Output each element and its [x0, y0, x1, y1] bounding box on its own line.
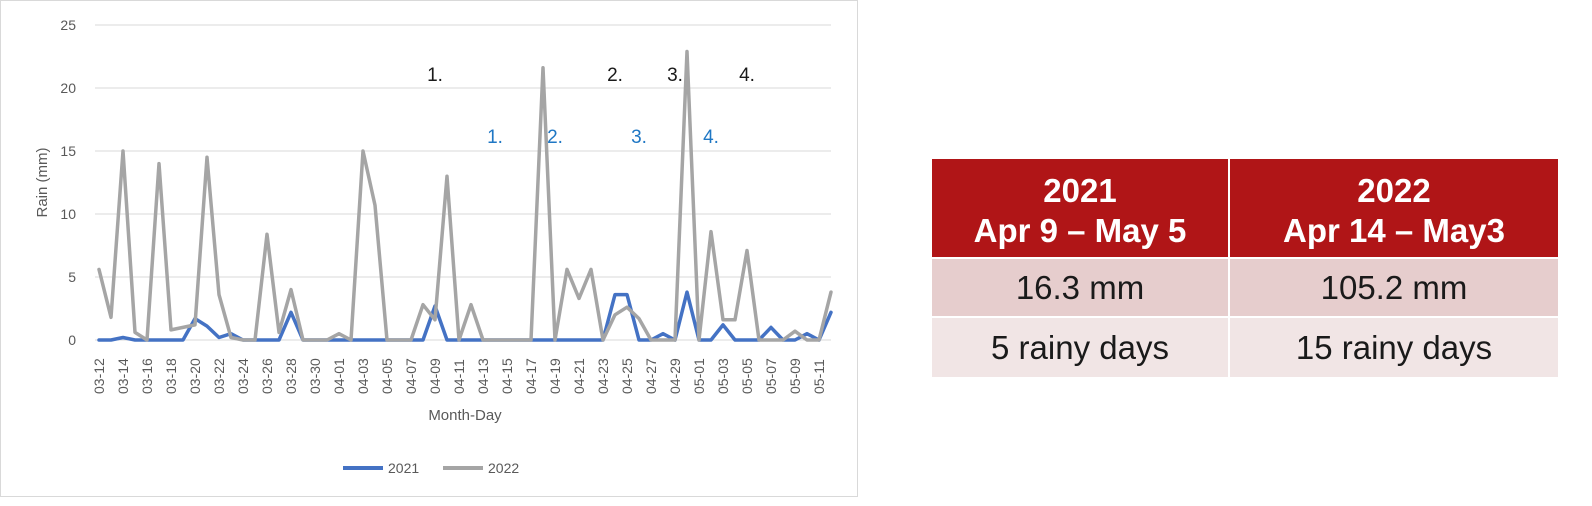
- x-tick-label: 03-22: [211, 358, 227, 394]
- x-tick-label: 04-11: [451, 359, 467, 394]
- legend-label: 2022: [488, 460, 519, 476]
- y-tick-label: 10: [60, 206, 76, 222]
- x-tick-label: 03-28: [283, 358, 299, 394]
- x-tick-label: 05-03: [715, 358, 731, 394]
- header-year: 2021: [1043, 172, 1117, 209]
- x-tick-label: 05-05: [739, 358, 755, 394]
- y-tick-label: 5: [68, 269, 76, 285]
- y-tick-label: 0: [68, 332, 76, 348]
- x-tick-label: 04-09: [427, 358, 443, 394]
- x-tick-label: 04-25: [619, 358, 635, 394]
- x-tick-label: 04-29: [667, 358, 683, 394]
- x-tick-label: 03-14: [115, 358, 131, 394]
- annotation-2022: 1.: [427, 65, 443, 86]
- x-tick-label: 04-01: [331, 358, 347, 394]
- x-tick-label: 05-07: [763, 358, 779, 394]
- x-tick-label: 04-13: [475, 358, 491, 394]
- annotation-2021: 2.: [547, 127, 563, 148]
- header-2021: 2021 Apr 9 – May 5: [930, 157, 1230, 259]
- x-tick-label: 03-30: [307, 358, 323, 394]
- y-tick-label: 15: [60, 143, 76, 159]
- x-tick-label: 03-20: [187, 358, 203, 394]
- annotation-2022: 3.: [667, 65, 683, 86]
- x-tick-label: 04-27: [643, 358, 659, 394]
- y-tick-label: 20: [60, 80, 76, 96]
- annotation-2022: 4.: [739, 65, 755, 86]
- cell-2021-days: 5 rainy days: [930, 316, 1230, 379]
- x-tick-label: 04-15: [499, 358, 515, 394]
- table-row-total-rain: 16.3 mm 105.2 mm: [930, 257, 1560, 318]
- table-header-row: 2021 Apr 9 – May 5 2022 Apr 14 – May3: [930, 157, 1560, 259]
- x-tick-label: 04-17: [523, 358, 539, 394]
- cell-2022-days: 15 rainy days: [1228, 316, 1560, 379]
- x-tick-label: 03-18: [163, 358, 179, 394]
- x-tick-label: 05-01: [691, 358, 707, 394]
- y-axis-title: Rain (mm): [34, 147, 51, 217]
- header-2022: 2022 Apr 14 – May3: [1228, 157, 1560, 259]
- x-tick-label: 04-03: [355, 358, 371, 394]
- header-year: 2022: [1357, 172, 1431, 209]
- x-tick-label: 05-09: [787, 358, 803, 394]
- x-axis-title: Month-Day: [428, 407, 502, 424]
- legend-label: 2021: [388, 460, 419, 476]
- annotation-2021: 3.: [631, 127, 647, 148]
- x-tick-label: 04-21: [571, 358, 587, 394]
- rain-chart-panel: 0 5 10 15 20 25 03-12 03-14 03-16 03-18 03-20 03-22…: [0, 0, 858, 497]
- y-tick-label: 25: [60, 17, 76, 33]
- cell-2021-total: 16.3 mm: [930, 257, 1230, 318]
- rain-line-chart: 0 5 10 15 20 25 03-12 03-14 03-16 03-18 03-20 03-22…: [34, 17, 833, 476]
- x-tick-label: 03-26: [259, 358, 275, 394]
- header-range: Apr 14 – May3: [1283, 212, 1505, 249]
- annotation-2021: 1.: [487, 127, 503, 148]
- x-tick-label: 03-12: [91, 358, 107, 394]
- x-tick-label: 04-07: [403, 358, 419, 394]
- header-range: Apr 9 – May 5: [973, 212, 1187, 249]
- rain-summary-table: 2021 Apr 9 – May 5 2022 Apr 14 – May3 16…: [930, 157, 1560, 379]
- x-tick-label: 04-23: [595, 358, 611, 394]
- x-tick-label: 04-19: [547, 358, 563, 394]
- cell-2022-total: 105.2 mm: [1228, 257, 1560, 318]
- x-tick-label: 03-24: [235, 358, 251, 394]
- annotation-2022: 2.: [607, 65, 623, 86]
- annotation-2021: 4.: [703, 127, 719, 148]
- series-line-2021: [97, 290, 833, 342]
- x-tick-label: 05-11: [811, 359, 827, 394]
- table-row-rainy-days: 5 rainy days 15 rainy days: [930, 316, 1560, 379]
- x-tick-label: 03-16: [139, 358, 155, 394]
- x-tick-label: 04-05: [379, 358, 395, 394]
- series-line-2022: [97, 49, 833, 342]
